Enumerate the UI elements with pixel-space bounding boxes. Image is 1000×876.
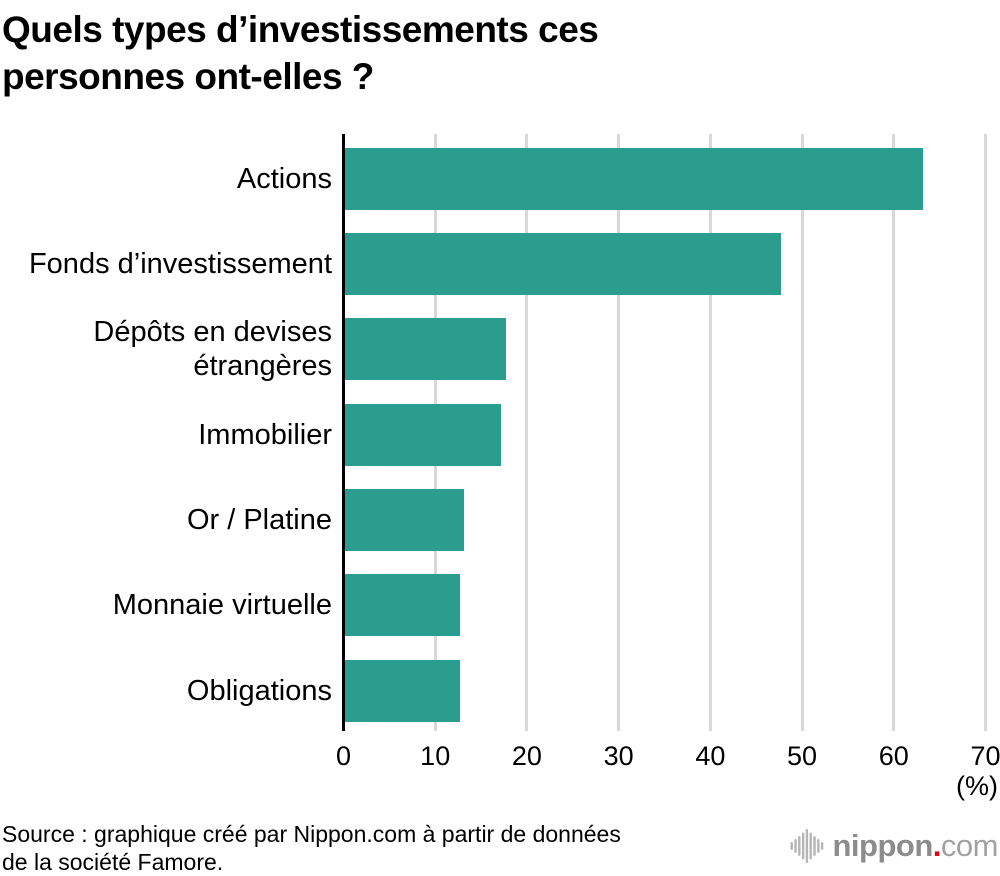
logo-text: nippon.com: [833, 828, 999, 864]
logo-text-com: com: [940, 828, 999, 863]
nippon-logo: nippon.com: [790, 828, 999, 864]
plot-area: Actions Fonds d’investissement Dépôts en d…: [0, 134, 1000, 731]
category-label-4: Immobilier: [198, 418, 332, 451]
y-axis-line: [342, 134, 345, 731]
x-tick-label-30: 30: [603, 741, 634, 771]
logo-red-dot: .: [932, 828, 942, 863]
soundwave-icon: [790, 829, 823, 863]
category-label-2: Fonds d’investissement: [28, 247, 332, 280]
bar-2: [345, 232, 781, 295]
x-tick-label-40: 40: [695, 741, 726, 771]
category-label-7: Obligations: [186, 674, 332, 707]
soundwave-bar: [816, 839, 819, 853]
soundwave-bar: [820, 842, 823, 850]
category-label-1: Actions: [236, 162, 332, 195]
x-tick-label-10: 10: [420, 741, 451, 771]
bar-1: [345, 147, 923, 210]
category-label-3: Dépôts en devises étrangères: [93, 316, 332, 383]
gridline-50: [800, 134, 804, 731]
soundwave-bar: [801, 832, 804, 860]
bar-6: [345, 574, 460, 637]
soundwave-bar: [797, 836, 800, 856]
x-tick-label-20: 20: [511, 741, 542, 771]
x-tick-label-50: 50: [787, 741, 818, 771]
soundwave-bar: [809, 832, 812, 860]
source-text: Source : graphique créé par Nippon.com à…: [2, 820, 621, 876]
bar-5: [345, 488, 465, 551]
bar-7: [345, 659, 460, 722]
x-tick-label-0: 0: [335, 741, 352, 771]
gridline-30: [617, 134, 621, 731]
x-axis-ticks: 0 10 20 30 40 50 60 70: [0, 742, 1000, 774]
category-label-6: Monnaie virtuelle: [112, 589, 332, 622]
soundwave-bar: [805, 829, 808, 863]
source-text-line2: de la société Famore.: [2, 849, 224, 875]
category-label-5: Or / Platine: [186, 503, 332, 536]
x-axis-unit-label: (%): [956, 771, 998, 801]
bar-3: [345, 318, 506, 381]
source-text-line1: Source : graphique créé par Nippon.com à…: [2, 821, 621, 847]
x-tick-label-70: 70: [970, 741, 1000, 771]
chart-title-line2: personnes ont-elles ?: [2, 56, 374, 97]
gridline-60: [892, 134, 896, 731]
gridline-20: [525, 134, 529, 731]
gridline-40: [708, 134, 712, 731]
chart-title-line1: Quels types d’investissements ces: [2, 9, 599, 50]
gridline-70: [984, 134, 987, 731]
logo-text-nippon: nippon: [832, 828, 934, 863]
soundwave-bar: [812, 836, 816, 856]
soundwave-bar: [790, 842, 793, 850]
soundwave-bar: [793, 839, 797, 853]
x-tick-label-60: 60: [878, 741, 909, 771]
bar-4: [345, 403, 501, 466]
chart-title: Quels types d’investissements ces person…: [2, 6, 599, 100]
